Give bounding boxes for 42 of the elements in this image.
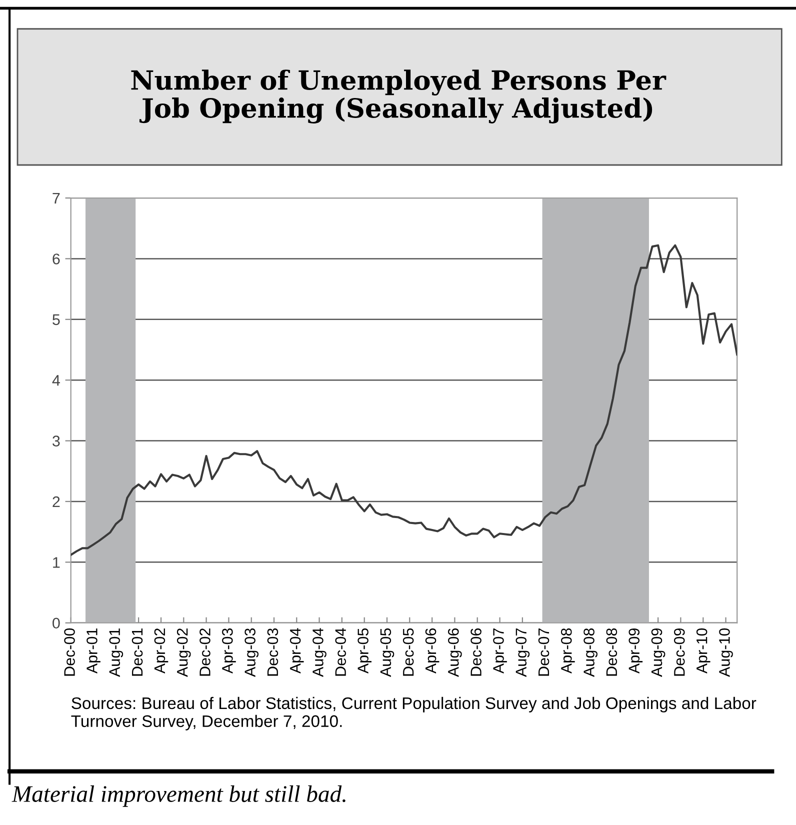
chart-title: Number of Unemployed Persons Per Job Opening (Seasonally Adjusted) xyxy=(131,70,666,124)
x-tick-label: Apr-02 xyxy=(154,628,168,674)
x-tick-label: Apr-01 xyxy=(86,628,100,674)
y-tick-label: 2 xyxy=(52,496,60,508)
x-tick-label: Dec-07 xyxy=(538,628,550,676)
x-tick-label: Apr-06 xyxy=(425,628,440,674)
x-tick-label: Dec-06 xyxy=(470,628,482,676)
x-tick-label: Aug-05 xyxy=(380,628,394,677)
x-tick-label: Apr-10 xyxy=(696,628,710,674)
x-tick-label: Apr-08 xyxy=(560,628,575,674)
x-tick-label: Aug-09 xyxy=(651,628,666,677)
y-tick-label: 6 xyxy=(52,254,60,264)
x-tick-label: Aug-04 xyxy=(312,628,326,677)
x-tick-label: Apr-03 xyxy=(222,628,236,674)
x-tick-label: Aug-07 xyxy=(516,628,530,677)
x-tick-label: Apr-09 xyxy=(628,628,643,674)
x-tick-label: Dec-02 xyxy=(200,628,210,676)
y-tick-label: 5 xyxy=(52,314,60,326)
x-tick-label: Dec-08 xyxy=(606,628,618,676)
x-tick-label: Aug-02 xyxy=(176,628,191,677)
x-tick-label: Aug-10 xyxy=(719,628,733,677)
x-tick-label: Dec-05 xyxy=(402,628,414,676)
x-tick-label: Apr-04 xyxy=(290,628,304,674)
x-tick-label: Dec-01 xyxy=(132,628,143,676)
x-tick-label: Apr-07 xyxy=(493,628,507,674)
x-tick-label: Apr-05 xyxy=(358,628,372,674)
x-tick-label: Aug-03 xyxy=(244,628,258,677)
x-tick-label: Dec-04 xyxy=(335,628,346,676)
x-tick-label: Aug-06 xyxy=(448,628,462,677)
y-tick-label: 1 xyxy=(53,557,60,568)
source-note: Sources: Bureau of Labor Statistics, Current Population Survey and Job Openings and Labor Turnover Survey, December 7, 2010. xyxy=(71,696,756,730)
x-tick-label: Aug-01 xyxy=(109,628,124,677)
y-tick-label: 0 xyxy=(52,618,60,629)
y-tick-label: 7 xyxy=(52,193,60,204)
y-tick-label: 4 xyxy=(52,375,60,386)
x-tick-label: Aug-08 xyxy=(584,628,598,677)
x-tick-label: Dec-09 xyxy=(674,628,685,676)
text: Material improvement but still bad. xyxy=(12,785,346,807)
line-series xyxy=(70,244,738,556)
x-tick-label: Dec-00 xyxy=(64,628,75,676)
x-tick-label: Dec-03 xyxy=(267,628,278,676)
y-tick-label: 3 xyxy=(52,436,60,446)
